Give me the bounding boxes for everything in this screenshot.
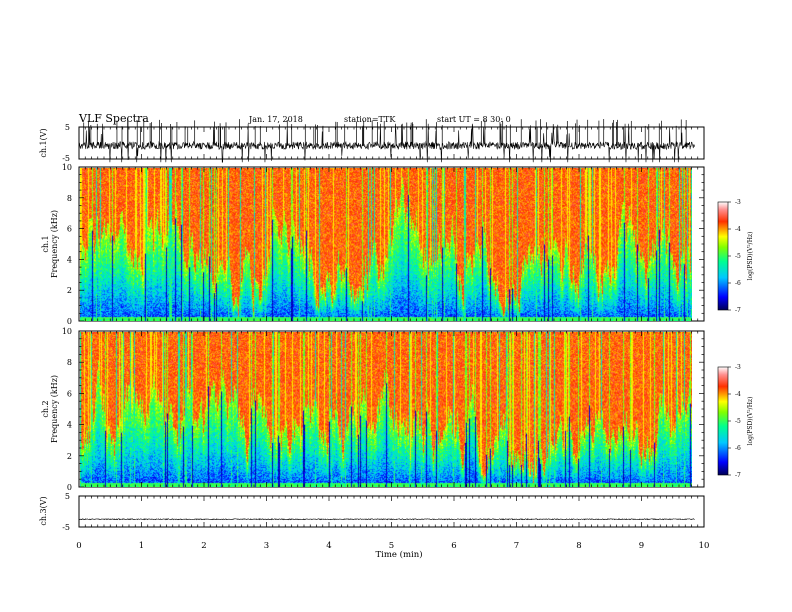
ch1-waveform-panel: ch.1(V) 5 -5 (39, 119, 705, 163)
ch1-channel-label: ch.1 (41, 235, 50, 252)
frequency-tick-label: 10 (62, 163, 72, 172)
ch1-ytick-bottom: -5 (62, 154, 70, 163)
time-tick-label: 10 (699, 541, 710, 551)
ch1-colorbar-scale (717, 201, 729, 311)
ch2-colorbar-scale (717, 366, 729, 476)
colorbar-tick-label: -4 (735, 391, 741, 398)
ch3-waveform (78, 518, 695, 521)
ch3-ytick-bottom: -5 (62, 523, 70, 532)
time-tick-label: 4 (326, 541, 331, 551)
colorbar-tick-label: -5 (735, 418, 741, 425)
recording-date: Jan. 17, 2018 (248, 115, 303, 124)
ch2-spectrogram-panel: ch.2 Frequency (kHz) 0 2 4 6 8 10 (41, 327, 705, 492)
frequency-tick-label: 2 (67, 452, 72, 461)
ch1-colorbar-ticks: -3 -4 -5 -6 -7 (728, 199, 741, 314)
ch2-colorbar-ticks: -3 -4 -5 -6 -7 (728, 364, 741, 479)
frequency-tick-label: 2 (67, 286, 72, 295)
ch1-ytick-top: 5 (65, 123, 70, 132)
ch1-spectrogram-panel: ch.1 Frequency (kHz) 0 2 4 6 8 10 (41, 163, 705, 326)
frequency-tick-label: 8 (67, 194, 72, 203)
time-tick-label: 1 (139, 541, 144, 551)
colorbar-tick-label: -3 (735, 364, 741, 371)
colorbar-tick-label: -7 (735, 472, 741, 479)
time-axis-label: Time (min) (375, 549, 422, 560)
time-tick-label: 6 (451, 541, 456, 551)
colorbar-tick-label: -7 (735, 307, 741, 314)
frequency-tick-label: 6 (67, 225, 72, 234)
colorbar-tick-label: -5 (735, 253, 741, 260)
ch3-ytick-top: 5 (65, 492, 70, 501)
ch2-spectrogram-yticks: 0 2 4 6 8 10 (62, 327, 704, 492)
time-tick-label: 7 (514, 541, 519, 551)
ch1-spectrogram-yticks: 0 2 4 6 8 10 (62, 163, 704, 326)
frequency-tick-label: 0 (67, 317, 72, 326)
ch2-spectrogram (80, 332, 692, 487)
frequency-tick-label: 8 (67, 358, 72, 367)
ch1-colorbar-label: log(PSD)(V²/Hz) (747, 232, 754, 281)
time-tick-label: 5 (389, 541, 394, 551)
time-tick-label: 9 (639, 541, 644, 551)
time-tick-label: 8 (576, 541, 581, 551)
ch1-waveform (78, 119, 695, 163)
station-label: station=TTK (344, 115, 396, 124)
frequency-tick-label: 4 (67, 421, 72, 430)
time-tick-label: 3 (264, 541, 269, 551)
ch3-waveform-panel: ch.3(V) 5 -5 (39, 492, 705, 532)
frequency-tick-label: 6 (67, 389, 72, 398)
ch2-colorbar-label: log(PSD)(V²/Hz) (747, 397, 754, 446)
ch2-frequency-label: Frequency (kHz) (50, 375, 59, 443)
colorbar-tick-label: -6 (735, 445, 741, 452)
colorbar-tick-label: -4 (735, 226, 741, 233)
frequency-tick-label: 4 (67, 255, 72, 264)
ch1-frequency-label: Frequency (kHz) (50, 210, 59, 278)
frequency-tick-label: 10 (62, 327, 72, 336)
colorbar-tick-label: -3 (735, 199, 741, 206)
ch1-spectrogram (80, 168, 692, 321)
time-tick-label: 0 (76, 541, 81, 551)
frequency-tick-label: 0 (67, 483, 72, 492)
start-time-label: start UT = 8 30: 0 (437, 115, 511, 124)
ch1-waveform-ylabel: ch.1(V) (39, 128, 48, 157)
ch1-colorbar: -3 -4 -5 -6 -7 log(PSD)(V²/Hz) (717, 199, 754, 314)
ch2-channel-label: ch.2 (41, 400, 50, 417)
time-tick-label: 2 (201, 541, 206, 551)
ch3-waveform-ylabel: ch.3(V) (39, 496, 48, 525)
colorbar-tick-label: -6 (735, 280, 741, 287)
time-axis: 0 1 2 3 4 5 6 7 8 9 10 (76, 127, 709, 551)
figure-title: VLF Spectra (78, 112, 149, 125)
ch2-colorbar: -3 -4 -5 -6 -7 log(PSD)(V²/Hz) (717, 364, 754, 479)
